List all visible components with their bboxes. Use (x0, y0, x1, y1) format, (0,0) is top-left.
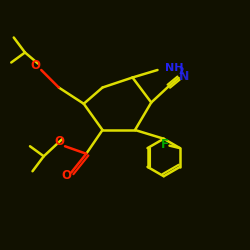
Text: NH: NH (165, 63, 184, 73)
Text: O: O (62, 169, 72, 182)
Text: O: O (54, 135, 64, 148)
Text: O: O (31, 59, 41, 72)
Text: F: F (161, 138, 169, 151)
Text: 2: 2 (178, 68, 183, 76)
Text: N: N (178, 70, 189, 83)
